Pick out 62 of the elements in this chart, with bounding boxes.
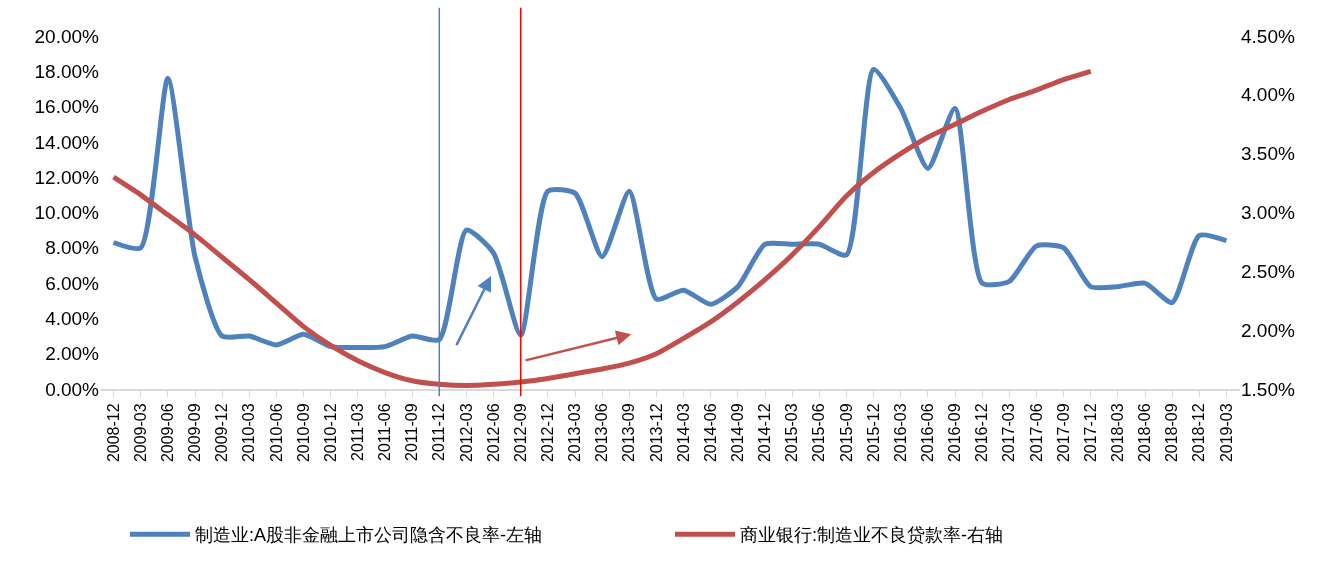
y2-tick-label: 4.00% (1241, 84, 1295, 106)
x-tick-label: 2014-09 (729, 403, 747, 463)
x-tick-label: 2013-12 (647, 403, 665, 463)
x-tick-label: 2010-03 (240, 403, 258, 463)
y2-tick-label: 2.00% (1241, 319, 1295, 341)
x-tick-label: 2017-03 (1000, 403, 1018, 463)
x-tick-label: 2009-03 (131, 403, 149, 463)
x-tick-label: 2009-09 (186, 403, 204, 463)
x-tick-label: 2016-09 (946, 403, 964, 463)
x-tick-label: 2013-03 (566, 403, 584, 463)
x-tick-label: 2009-12 (213, 403, 231, 463)
x-tick-label: 2011-09 (403, 403, 421, 461)
x-tick-label: 2011-03 (349, 403, 367, 461)
y-tick-label: 20.00% (34, 25, 100, 47)
x-tick-label: 2013-09 (620, 403, 638, 463)
y2-tick-label: 3.50% (1241, 143, 1295, 165)
y-tick-label: 10.00% (34, 202, 100, 224)
y-tick-label: 6.00% (45, 272, 100, 294)
y2-tick-label: 2.50% (1241, 260, 1295, 282)
x-tick-label: 2017-06 (1027, 403, 1045, 463)
x-tick-label: 2010-09 (294, 403, 312, 463)
y-tick-label: 14.00% (34, 131, 100, 153)
y-tick-label: 8.00% (45, 237, 100, 259)
x-tick-label: 2009-06 (159, 403, 177, 463)
legend-label: 制造业:A股非金融上市公司隐含不良率-左轴 (195, 525, 543, 546)
x-tick-label: 2012-12 (539, 403, 557, 463)
x-tick-label: 2013-06 (593, 403, 611, 463)
x-tick-label: 2015-09 (837, 403, 855, 463)
y-tick-label: 0.00% (45, 378, 100, 400)
x-tick-label: 2012-03 (457, 403, 475, 463)
y-tick-label: 12.00% (34, 166, 100, 188)
y-tick-label: 2.00% (45, 343, 100, 365)
x-tick-label: 2010-12 (321, 403, 339, 463)
x-tick-label: 2014-03 (674, 403, 692, 463)
x-tick-label: 2015-06 (810, 403, 828, 463)
x-tick-label: 2015-12 (864, 403, 882, 463)
x-tick-label: 2014-06 (701, 403, 719, 463)
x-tick-label: 2008-12 (104, 403, 122, 463)
x-tick-label: 2018-12 (1190, 403, 1208, 463)
x-tick-label: 2011-12 (430, 403, 448, 461)
x-tick-label: 2012-06 (484, 403, 502, 463)
y-tick-label: 16.00% (34, 96, 100, 118)
x-tick-label: 2016-03 (891, 403, 909, 463)
legend-label: 商业银行:制造业不良贷款率-右轴 (740, 525, 1003, 546)
x-tick-label: 2014-12 (756, 403, 774, 463)
x-tick-label: 2011-06 (376, 403, 394, 461)
x-tick-label: 2012-09 (511, 403, 529, 463)
y2-tick-label: 3.00% (1241, 202, 1295, 224)
x-tick-label: 2017-12 (1081, 403, 1099, 463)
x-tick-label: 2018-03 (1109, 403, 1127, 463)
x-tick-label: 2016-06 (919, 403, 937, 463)
x-tick-label: 2018-09 (1163, 403, 1181, 463)
x-tick-label: 2017-09 (1054, 403, 1072, 463)
y2-tick-label: 4.50% (1241, 25, 1295, 47)
y-tick-label: 18.00% (34, 60, 100, 82)
x-tick-label: 2010-06 (267, 403, 285, 463)
x-tick-label: 2019-03 (1217, 403, 1235, 463)
y-tick-label: 4.00% (45, 308, 100, 330)
x-tick-label: 2016-12 (973, 403, 991, 463)
y2-tick-label: 1.50% (1241, 378, 1295, 400)
x-tick-label: 2018-06 (1136, 403, 1154, 463)
x-tick-label: 2015-03 (783, 403, 801, 463)
